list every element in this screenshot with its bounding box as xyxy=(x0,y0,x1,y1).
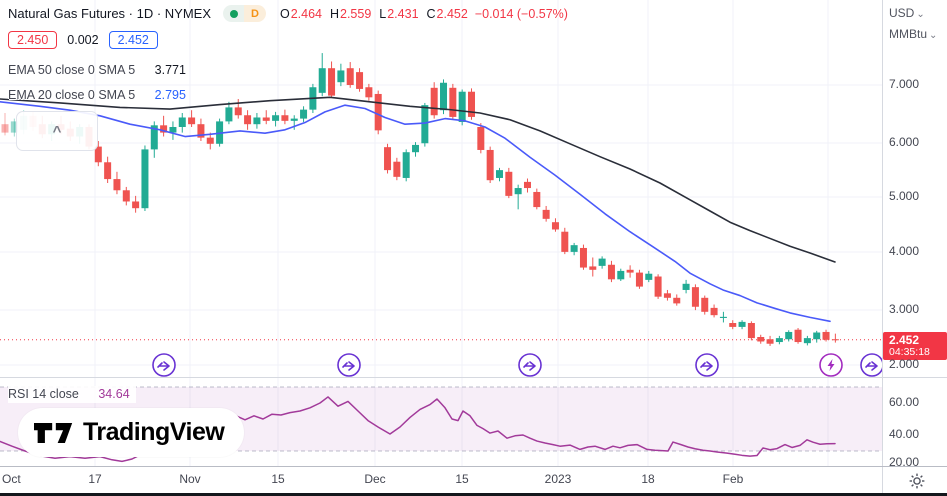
time-axis-label: Feb xyxy=(722,472,744,486)
axis-background xyxy=(883,0,947,496)
jump-forward-marker-icon[interactable] xyxy=(518,353,542,377)
open-label: O xyxy=(279,6,290,21)
price-axis-label: 4.000 xyxy=(889,244,920,258)
rsi-legend-text: RSI 14 close xyxy=(8,387,79,401)
chevron-down-icon: ⌄ xyxy=(929,30,938,41)
sell-price-button[interactable]: 2.450 xyxy=(8,31,58,49)
axis-settings-button[interactable] xyxy=(905,469,929,493)
high-value: 2.559 xyxy=(340,6,372,21)
last-price-value: 2.452 xyxy=(889,333,920,347)
candles-layer xyxy=(1,53,839,346)
interval-badge[interactable]: D xyxy=(244,5,266,22)
lightning-marker-icon[interactable] xyxy=(819,353,843,377)
low-value: 2.431 xyxy=(387,6,419,21)
ohlc-readout: O 2.464 H 2.559 L 2.431 C 2.452 −0.014 (−0.5… xyxy=(280,7,568,21)
time-axis-label: 15 xyxy=(271,472,285,486)
change-value: −0.014 (−0.57%) xyxy=(474,6,568,21)
ema20-legend-text: EMA 20 close 0 SMA 5 xyxy=(8,88,136,102)
close-value: 2.452 xyxy=(436,6,468,21)
bar-countdown: 04:35:18 xyxy=(889,345,930,358)
time-axis-label: 18 xyxy=(641,472,655,486)
price-axis[interactable]: USD ⌄ MMBtu ⌄ 2.452 04:35:18 7.000 6.000 5.0… xyxy=(883,0,947,496)
low-label: L xyxy=(379,6,387,21)
close-label: C xyxy=(426,6,436,21)
time-axis-label: Oct xyxy=(2,472,21,486)
open-value: 2.464 xyxy=(290,6,322,21)
rsi-axis-label: 60.00 xyxy=(889,395,920,409)
chevron-up-icon: ^ xyxy=(52,122,62,140)
unit-label: MMBtu xyxy=(889,27,928,41)
ema50-legend-value: 3.771 xyxy=(154,63,186,77)
ema20-line[interactable] xyxy=(0,101,831,323)
symbol-title[interactable]: Natural Gas Futures · 1D · NYMEX xyxy=(8,6,211,21)
rsi-axis-label: 40.00 xyxy=(889,427,920,441)
time-axis-label: Nov xyxy=(179,472,201,486)
jump-forward-marker-icon[interactable] xyxy=(860,353,884,377)
pane-collapse-button[interactable]: ^ xyxy=(16,111,98,151)
jump-forward-marker-icon[interactable] xyxy=(695,353,719,377)
price-axis-label: 5.000 xyxy=(889,189,920,203)
jump-forward-marker-icon[interactable] xyxy=(152,353,176,377)
time-axis-label: 15 xyxy=(455,472,469,486)
tradingview-logo[interactable]: TradingView xyxy=(18,408,245,457)
rsi-legend-value: 34.64 xyxy=(98,387,130,401)
spread-value: 0.002 xyxy=(65,32,101,48)
last-price-badge[interactable]: 2.452 04:35:18 xyxy=(883,332,947,360)
time-axis-label: Dec xyxy=(364,472,386,486)
currency-label: USD xyxy=(889,6,915,20)
time-axis[interactable]: Oct 17 Nov 15 Dec 15 2023 18 Feb xyxy=(0,466,947,493)
market-status-pill[interactable]: D xyxy=(223,5,266,22)
jump-forward-marker-icon[interactable] xyxy=(337,353,361,377)
ema50-legend[interactable]: EMA 50 close 0 SMA 5 3.771 xyxy=(8,63,186,77)
tradingview-mark-icon xyxy=(34,422,73,443)
market-open-dot-icon xyxy=(223,5,244,22)
ema20-legend[interactable]: EMA 20 close 0 SMA 5 2.795 xyxy=(8,88,186,102)
price-axis-label: 7.000 xyxy=(889,77,920,91)
price-axis-label: 3.000 xyxy=(889,302,920,316)
chevron-down-icon: ⌄ xyxy=(916,9,925,20)
symbol-header: Natural Gas Futures · 1D · NYMEX D O 2.46… xyxy=(8,5,568,22)
high-label: H xyxy=(329,6,339,21)
gear-icon xyxy=(909,473,925,489)
ema50-line[interactable] xyxy=(0,96,836,263)
price-axis-label: 6.000 xyxy=(889,135,920,149)
unit-selector[interactable]: MMBtu ⌄ xyxy=(889,27,937,41)
currency-selector[interactable]: USD ⌄ xyxy=(889,6,925,20)
time-axis-label: 17 xyxy=(88,472,102,486)
window-bottom-edge xyxy=(0,493,947,496)
rsi-legend[interactable]: RSI 14 close 34.64 xyxy=(8,386,136,403)
price-axis-label: 2.000 xyxy=(889,357,920,371)
buy-price-button[interactable]: 2.452 xyxy=(108,31,158,49)
trade-price-row: 2.450 0.002 2.452 xyxy=(8,31,158,49)
tradingview-logo-text: TradingView xyxy=(83,418,225,446)
event-markers-layer xyxy=(152,353,884,377)
rsi-axis-label: 20.00 xyxy=(889,455,920,469)
time-axis-label: 2023 xyxy=(544,472,572,486)
ema20-legend-value: 2.795 xyxy=(154,88,186,102)
ema50-legend-text: EMA 50 close 0 SMA 5 xyxy=(8,63,136,77)
